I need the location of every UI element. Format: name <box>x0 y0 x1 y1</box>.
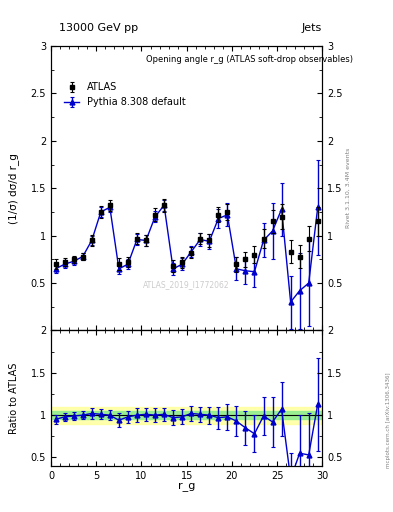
X-axis label: r_g: r_g <box>178 482 195 492</box>
Y-axis label: Ratio to ATLAS: Ratio to ATLAS <box>9 362 18 434</box>
Y-axis label: (1/σ) dσ/d r_g: (1/σ) dσ/d r_g <box>7 153 18 224</box>
Text: ATLAS_2019_I1772062: ATLAS_2019_I1772062 <box>143 281 230 289</box>
Text: Opening angle r_g (ATLAS soft-drop observables): Opening angle r_g (ATLAS soft-drop obser… <box>146 55 353 63</box>
Text: Jets: Jets <box>302 23 322 33</box>
Text: mcplots.cern.ch [arXiv:1306.3436]: mcplots.cern.ch [arXiv:1306.3436] <box>386 372 391 467</box>
Text: 13000 GeV pp: 13000 GeV pp <box>59 23 138 33</box>
Y-axis label: Rivet 3.1.10, 3.4M events: Rivet 3.1.10, 3.4M events <box>345 148 351 228</box>
Legend: ATLAS, Pythia 8.308 default: ATLAS, Pythia 8.308 default <box>61 79 188 110</box>
